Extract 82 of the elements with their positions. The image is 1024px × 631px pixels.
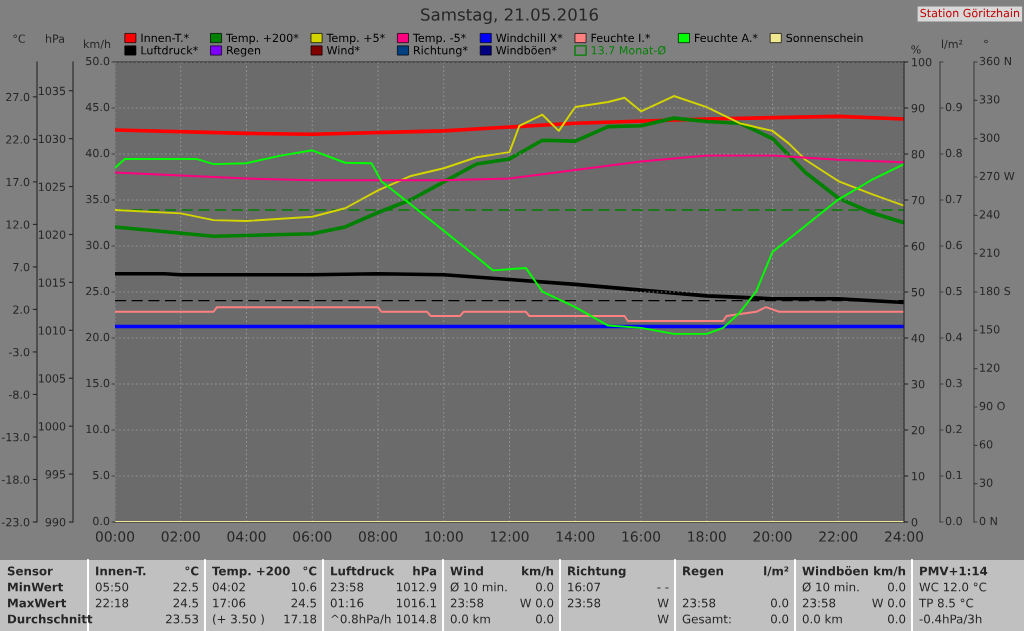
y-tick-label: 7.0 <box>13 262 30 272</box>
y2-tick-label: 40 <box>911 333 925 343</box>
x-tick-label: 18:00 <box>688 531 726 542</box>
legend-label: 13.7 Monat-Ø <box>591 45 666 55</box>
x-tick-label: 20:00 <box>753 531 792 542</box>
y3-tick-label: 1030 <box>39 134 66 144</box>
y-tick-label: 12.0 <box>6 220 30 229</box>
y-tick-label: -3.0 <box>8 347 30 357</box>
x-tick-label: 06:00 <box>293 531 332 542</box>
y-axis-title: °C <box>13 34 26 43</box>
legend-label: Richtung* <box>414 45 468 57</box>
y3-tick-label: 995 <box>45 470 66 479</box>
y3-tick-label: 1035 <box>39 86 66 96</box>
y-tick-label: 22.0 <box>6 135 30 144</box>
y3-tick-label: 1015 <box>39 278 66 287</box>
y3-tick-label: 990 <box>45 517 66 527</box>
text: Wind km/h Ø 10 min. 0.0 23:58 W 0.0 0.0 km 0.0 <box>450 566 554 624</box>
line-series <box>115 114 904 137</box>
y3-tick-label: 1005 <box>39 374 66 383</box>
text: Innen-T. °C 05:50 22.5 22:18 24.5 23.53 <box>95 566 199 624</box>
text: Temp. +200 °C 04:02 10.6 17:06 24.5 (+ 3.50 ) 17.18 <box>212 566 317 625</box>
x-tick-label: 08:00 <box>358 531 398 542</box>
legend-label: Temp. +5* <box>326 33 385 45</box>
x-tick-label: 22:00 <box>819 531 858 542</box>
y2-tick-label: 60 <box>911 241 925 251</box>
legend-label: Feuchte A.* <box>695 33 758 43</box>
line-series <box>115 154 904 182</box>
y2-tick-label: 70 <box>911 195 925 205</box>
x-tick-label: 04:00 <box>227 531 266 542</box>
y-tick-label: -23.0 <box>1 517 30 527</box>
y2-tick-label: 0 <box>911 517 918 527</box>
y-tick-label: 2.0 <box>13 305 30 314</box>
x-tick-label: 00:00 <box>95 531 135 542</box>
legend-label: Temp. +200* <box>226 33 299 45</box>
y-tick-label: -13.0 <box>1 432 30 442</box>
text: Richtung 16:07 - - 23:58 W W <box>567 566 669 624</box>
text: Luftdruck hPa 23:58 1012.9 01:16 1016.1 ^0.8hPa/h 1014.8 <box>330 566 437 625</box>
line-series <box>115 149 904 335</box>
x-tick-label: 14:00 <box>556 531 595 542</box>
y2-axis-title: % <box>911 45 921 54</box>
chart-title: Samstag, 21.05.2016 <box>421 8 598 25</box>
x-tick-label: 02:00 <box>161 531 200 542</box>
x-tick-label: 24:00 <box>885 531 924 542</box>
y2-tick-label: 30 <box>911 379 925 389</box>
legend-label: Sonnenschein <box>786 33 863 43</box>
y2-tick-label: 10 <box>912 471 925 481</box>
line-series <box>115 116 904 239</box>
line-series <box>115 306 904 322</box>
legend-label: Innen-T.* <box>141 33 189 43</box>
legend-label: Wind* <box>326 45 360 55</box>
line-series <box>115 95 904 222</box>
y2-tick-label: 80 <box>911 149 925 159</box>
y2-tick-label: 100 <box>912 57 932 67</box>
x-tick-label: 10:00 <box>425 531 463 542</box>
legend-label: Regen <box>227 46 261 57</box>
y3-tick-label: 1000 <box>39 422 66 431</box>
text: Windböen km/h Ø 10 min. 0.0 23:58 W 0.0 0.0 km 0.0 <box>802 566 906 624</box>
x-tick-label: 16:00 <box>622 531 661 542</box>
legend-label: Temp. -5* <box>412 33 466 45</box>
text: ° 360 N 330 300 270 W 240 210 180 S 150 120 90 O 60 30 0 N <box>979 39 1015 526</box>
legend-label: Luftdruck* <box>141 45 198 55</box>
y3-tick-label: 1020 <box>39 230 66 239</box>
text: Sensor MinWert MaxWert Durchschnitt <box>7 566 93 624</box>
y-tick-label: -8.0 <box>8 390 30 399</box>
y3-axis-title: hPa <box>45 34 65 43</box>
y2-tick-label: 90 <box>911 103 925 113</box>
y-tick-label: 17.0 <box>6 177 30 187</box>
text: km/h 50.0 45.0 40.0 35.0 30.0 25.0 20.0 15.0 10.0 5.0 0.0 <box>83 39 111 526</box>
text: l/m² 0.9 0.8 0.7 0.6 0.5 0.4 0.3 0.2 0.1 0.0 <box>941 39 963 526</box>
y3-tick-label: 1025 <box>39 182 66 191</box>
y2-tick-label: 20 <box>911 425 925 435</box>
legend-label: Windchill X* <box>496 33 563 43</box>
text: Regen l/m² 23:58 0.0 Gesamt: 0.0 <box>682 566 789 624</box>
y-tick-label: 27.0 <box>6 92 30 102</box>
y3-tick-label: 1010 <box>39 326 66 335</box>
legend-label: Windböen* <box>496 45 557 55</box>
legend-label: Feuchte I.* <box>591 33 651 43</box>
text: PMV+1:14 WC 12.0 °C TP 8.5 °C -0.4hPa/3h <box>918 566 988 625</box>
x-tick-label: 12:00 <box>491 531 529 542</box>
y-tick-label: -18.0 <box>1 475 30 484</box>
y2-tick-label: 50 <box>911 287 925 297</box>
text: Station Göritzhain <box>920 8 1020 18</box>
